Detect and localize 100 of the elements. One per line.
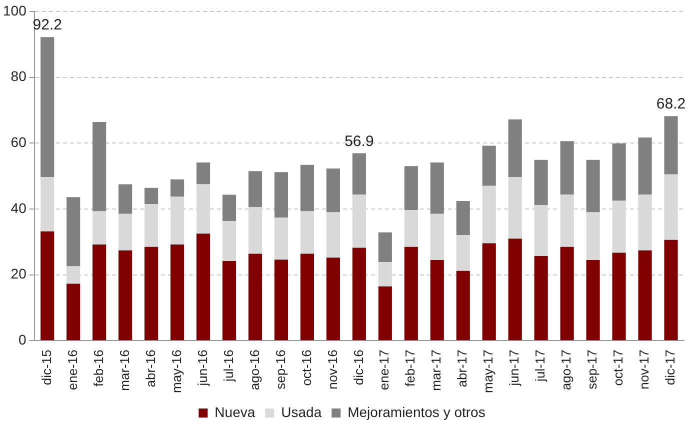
bar — [638, 250, 652, 340]
legend-label: Usada — [281, 404, 322, 420]
bar — [170, 179, 184, 197]
bar — [352, 194, 366, 248]
bar — [170, 244, 184, 340]
bar — [560, 194, 574, 247]
bar — [196, 162, 210, 184]
bar — [430, 214, 444, 260]
bar — [664, 240, 678, 340]
bar — [222, 221, 236, 261]
bar — [638, 194, 652, 250]
bar — [378, 262, 392, 286]
bar — [118, 184, 132, 214]
bar — [144, 246, 158, 340]
bar — [66, 266, 80, 284]
x-tick-label: may-17 — [480, 350, 496, 394]
x-tick-label: oct-17 — [610, 350, 626, 386]
bar — [352, 153, 366, 194]
bar — [534, 256, 548, 340]
x-tick-label: sep-16 — [272, 350, 288, 390]
bar — [118, 250, 132, 340]
bar — [638, 138, 652, 194]
x-tick-label: ago-17 — [558, 350, 574, 390]
bar — [300, 164, 314, 212]
bar — [560, 246, 574, 340]
bar — [430, 162, 444, 214]
bar — [456, 234, 470, 271]
bar — [300, 254, 314, 340]
x-tick-label: ene-16 — [64, 350, 80, 390]
bar — [404, 210, 418, 247]
bar — [326, 258, 340, 340]
bar — [222, 194, 236, 222]
total-label: 68.2 — [656, 96, 686, 113]
bar — [144, 204, 158, 247]
bar — [430, 260, 444, 340]
bar — [144, 188, 158, 204]
x-tick-label: jun-17 — [506, 350, 522, 387]
x-tick-label: dic-16 — [350, 350, 366, 386]
x-tick-label: feb-16 — [90, 350, 106, 387]
x-tick-label: ago-16 — [246, 350, 262, 390]
x-tick-label: jul-16 — [220, 350, 236, 382]
bar — [92, 122, 106, 212]
bar — [508, 238, 522, 340]
bar — [40, 231, 54, 340]
bar — [352, 248, 366, 340]
x-tick-label: mar-16 — [116, 350, 132, 391]
x-tick-label: mar-17 — [428, 350, 444, 391]
legend-label: Nueva — [214, 404, 256, 420]
bar — [482, 146, 496, 186]
bar — [326, 168, 340, 212]
bar — [196, 234, 210, 340]
bar — [248, 206, 262, 254]
bar — [274, 260, 288, 340]
bar — [66, 284, 80, 340]
bar — [456, 270, 470, 340]
bar — [118, 214, 132, 250]
bar — [92, 211, 106, 245]
bar — [482, 243, 496, 340]
bar — [326, 212, 340, 258]
bar — [586, 212, 600, 260]
bar — [612, 200, 626, 253]
y-tick-label: 0 — [18, 332, 27, 348]
y-tick-label: 60 — [10, 134, 27, 150]
total-label: 56.9 — [344, 132, 374, 150]
bar — [248, 254, 262, 340]
x-tick-label: nov-16 — [324, 350, 340, 390]
x-tick-label: abr-16 — [142, 350, 158, 388]
bar — [534, 205, 548, 256]
x-tick-label: jun-16 — [194, 350, 210, 387]
bar — [196, 184, 210, 234]
bar — [586, 260, 600, 340]
x-tick-label: dic-17 — [662, 350, 678, 386]
bar — [560, 141, 574, 194]
bar — [456, 201, 470, 235]
x-tick-label: dic-15 — [38, 350, 54, 386]
bar — [274, 218, 288, 260]
bar — [274, 172, 288, 218]
legend-label: Mejoramientos y otros — [348, 404, 486, 420]
y-tick-label: 100 — [3, 2, 27, 18]
bar — [378, 286, 392, 340]
bar — [586, 160, 600, 212]
x-tick-label: oct-16 — [298, 350, 314, 386]
bar — [482, 186, 496, 244]
bar — [170, 196, 184, 245]
bar — [378, 232, 392, 262]
y-tick-label: 80 — [10, 68, 27, 84]
y-tick-label: 20 — [10, 266, 27, 282]
bar — [248, 171, 262, 207]
x-tick-label: ene-17 — [376, 350, 392, 390]
x-tick-label: nov-17 — [636, 350, 652, 390]
bar — [404, 166, 418, 210]
bar — [222, 260, 236, 340]
bar — [534, 160, 548, 205]
bar — [40, 37, 54, 178]
bar — [300, 211, 314, 254]
bar — [92, 244, 106, 340]
bar — [664, 174, 678, 240]
x-tick-label: jul-17 — [532, 350, 548, 382]
bar — [508, 177, 522, 239]
x-tick-label: may-16 — [168, 350, 184, 394]
